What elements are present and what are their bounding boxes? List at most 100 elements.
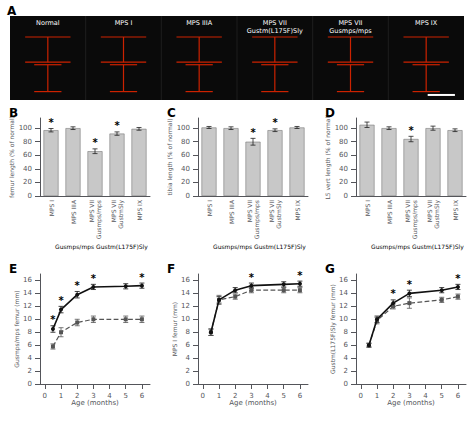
svg-text:Gusmps/mps Gustm(L175F)Sly: Gusmps/mps Gustm(L175F)Sly [213, 243, 306, 251]
svg-text:Gusmps/mps femur (mm): Gusmps/mps femur (mm) [13, 290, 21, 367]
svg-text:Gusmps/mps Gustm(L175F)Sly: Gusmps/mps Gustm(L175F)Sly [55, 243, 148, 251]
svg-text:Gusmps/mps: Gusmps/mps [95, 200, 103, 239]
svg-text:Age (months): Age (months) [71, 399, 119, 407]
svg-text:MPS I femur (mm): MPS I femur (mm) [171, 302, 178, 356]
svg-text:MPS VII: MPS VII [88, 200, 95, 222]
svg-text:Gusmps/mps: Gusmps/mps [411, 200, 419, 239]
svg-text:MPS I: MPS I [206, 200, 213, 217]
svg-text:6: 6 [298, 392, 303, 400]
svg-text:GustmSly: GustmSly [275, 200, 283, 229]
svg-text:8: 8 [28, 328, 32, 336]
svg-text:4: 4 [186, 354, 191, 362]
svg-text:*: * [272, 117, 278, 128]
svg-text:8: 8 [344, 328, 348, 336]
svg-text:MPS I: MPS I [48, 200, 55, 217]
svg-text:MPS IIIA: MPS IIIA [228, 199, 235, 224]
svg-text:MPS IX: MPS IX [136, 200, 143, 220]
svg-text:Age (months): Age (months) [387, 399, 435, 407]
svg-text:1: 1 [59, 392, 63, 400]
svg-text:2: 2 [233, 392, 237, 400]
svg-text:*: * [391, 288, 397, 299]
svg-text:4: 4 [265, 392, 270, 400]
svg-text:6: 6 [140, 392, 145, 400]
svg-text:20: 20 [181, 178, 190, 186]
svg-text:Gustm(L175F)Sly: Gustm(L175F)Sly [247, 27, 303, 35]
svg-text:3: 3 [91, 392, 95, 400]
svg-text:0: 0 [186, 192, 190, 200]
svg-text:MPS I: MPS I [364, 200, 371, 217]
svg-text:40: 40 [23, 165, 32, 173]
svg-text:1: 1 [375, 392, 379, 400]
svg-text:*: * [249, 272, 255, 283]
svg-text:MPS VII: MPS VII [426, 200, 433, 222]
svg-text:3: 3 [407, 392, 411, 400]
svg-text:6: 6 [344, 341, 349, 349]
svg-text:MPS IIIA: MPS IIIA [386, 199, 393, 224]
svg-text:C: C [167, 106, 176, 120]
svg-text:4: 4 [344, 354, 349, 362]
svg-text:0: 0 [344, 192, 348, 200]
svg-text:*: * [297, 270, 303, 281]
svg-text:MPS I: MPS I [115, 19, 133, 27]
svg-text:0: 0 [186, 380, 190, 388]
svg-text:*: * [75, 280, 81, 291]
svg-text:Gusmps/mps: Gusmps/mps [329, 27, 372, 35]
svg-text:40: 40 [181, 165, 190, 173]
svg-text:5: 5 [124, 392, 128, 400]
svg-text:MPS VII: MPS VII [268, 200, 275, 222]
svg-text:2: 2 [75, 392, 79, 400]
svg-text:4: 4 [107, 392, 112, 400]
svg-text:MPS VII: MPS VII [263, 19, 287, 27]
svg-text:MPS IX: MPS IX [415, 19, 438, 27]
svg-text:Gustm(L175F)Sly femur (mm): Gustm(L175F)Sly femur (mm) [329, 284, 337, 374]
svg-text:40: 40 [339, 165, 348, 173]
svg-text:*: * [92, 137, 98, 148]
svg-text:5: 5 [282, 392, 286, 400]
svg-text:0: 0 [201, 392, 205, 400]
svg-text:80: 80 [339, 138, 348, 146]
svg-text:GustmSly: GustmSly [117, 200, 125, 229]
svg-text:Age (months): Age (months) [229, 399, 277, 407]
svg-text:Gusmps/mps: Gusmps/mps [253, 200, 261, 239]
svg-text:14: 14 [339, 289, 348, 297]
svg-text:16: 16 [181, 276, 190, 284]
svg-text:80: 80 [181, 138, 190, 146]
svg-text:3: 3 [249, 392, 253, 400]
svg-text:20: 20 [339, 178, 348, 186]
svg-text:0: 0 [28, 192, 32, 200]
svg-text:10: 10 [339, 315, 348, 323]
svg-text:0: 0 [344, 380, 348, 388]
svg-text:A: A [7, 4, 17, 18]
svg-text:*: * [455, 273, 461, 284]
svg-text:16: 16 [23, 276, 32, 284]
svg-text:2: 2 [186, 367, 190, 375]
svg-text:12: 12 [23, 302, 32, 310]
svg-text:G: G [325, 262, 335, 276]
svg-text:1: 1 [217, 392, 221, 400]
svg-text:0: 0 [28, 380, 32, 388]
svg-text:L5 vert length (% of normal): L5 vert length (% of normal) [324, 114, 332, 199]
svg-text:6: 6 [28, 341, 33, 349]
svg-text:60: 60 [339, 151, 348, 159]
svg-text:*: * [250, 127, 256, 138]
svg-text:MPS IIIA: MPS IIIA [70, 199, 77, 224]
svg-text:16: 16 [339, 276, 348, 284]
svg-text:*: * [91, 273, 97, 284]
svg-text:MPS IX: MPS IX [452, 200, 459, 220]
svg-text:Gusmps/mps Gustm(L175F)Sly: Gusmps/mps Gustm(L175F)Sly [371, 243, 464, 251]
svg-text:MPS IX: MPS IX [294, 200, 301, 220]
svg-text:MPS IIIA: MPS IIIA [186, 19, 212, 27]
svg-text:10: 10 [181, 315, 190, 323]
svg-text:D: D [325, 106, 335, 120]
svg-text:*: * [48, 117, 54, 128]
svg-text:B: B [9, 106, 18, 120]
svg-text:14: 14 [181, 289, 190, 297]
svg-text:5: 5 [440, 392, 444, 400]
svg-text:60: 60 [23, 151, 32, 159]
svg-text:20: 20 [23, 178, 32, 186]
svg-text:MPS VII: MPS VII [404, 200, 411, 222]
svg-text:femur length (% of normal): femur length (% of normal) [8, 116, 16, 198]
svg-text:0: 0 [43, 392, 47, 400]
svg-text:80: 80 [23, 138, 32, 146]
svg-text:10: 10 [23, 315, 32, 323]
